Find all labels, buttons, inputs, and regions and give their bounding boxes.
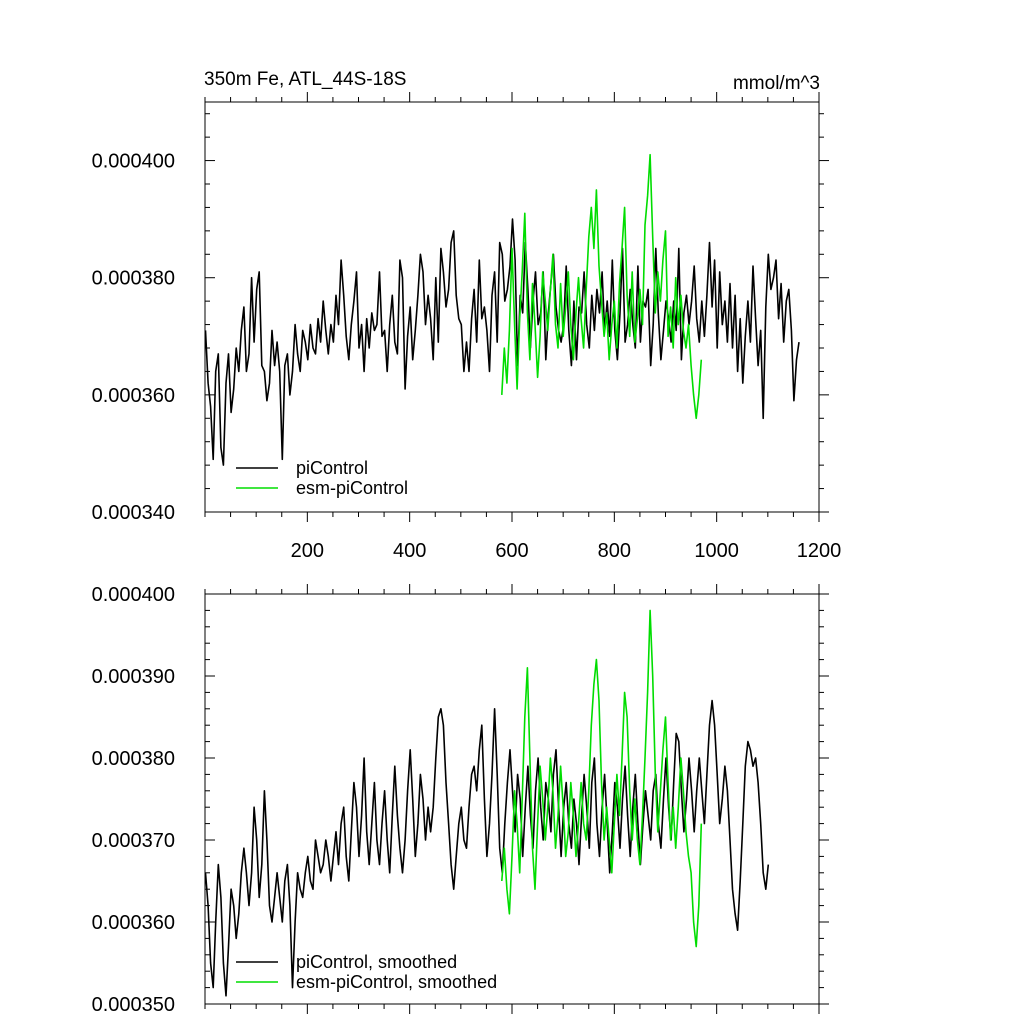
plot-frame-top bbox=[204, 101, 820, 513]
y-tick-label: 0.000400 bbox=[92, 151, 175, 173]
axes-top: 200 400 600 800 1000 1200 0.000340 0.000360 0.00… bbox=[92, 92, 842, 562]
chart-title: 350m Fe, ATL_44S-18S bbox=[204, 69, 406, 90]
panel-top: 350m Fe, ATL_44S-18S mmol/m^3 200 400 600 8… bbox=[92, 69, 842, 562]
x-tick-label: 400 bbox=[393, 540, 426, 562]
units-label: mmol/m^3 bbox=[733, 73, 820, 94]
legend-label: esm-piControl, smoothed bbox=[296, 972, 497, 992]
x-tick-label: 600 bbox=[495, 540, 528, 562]
series-line-esm-picontrol bbox=[501, 153, 703, 420]
axes-bottom: 0.000350 0.000360 0.000370 0.000380 0.000390… bbox=[92, 584, 829, 1016]
y-tick-label: 0.000360 bbox=[92, 912, 175, 934]
x-tick-label: 1200 bbox=[797, 540, 842, 562]
legend-label: piControl, smoothed bbox=[296, 952, 457, 972]
series-line-picontrol-smoothed bbox=[204, 699, 770, 997]
legend-label: piControl bbox=[296, 458, 368, 478]
x-tick-label: 200 bbox=[291, 540, 324, 562]
y-tick-label: 0.000390 bbox=[92, 666, 175, 688]
legend-label: esm-piControl bbox=[296, 478, 408, 498]
y-tick-label: 0.000380 bbox=[92, 268, 175, 290]
y-tick-label: 0.000400 bbox=[92, 584, 175, 606]
series-line-esm-picontrol-smoothed bbox=[501, 609, 703, 948]
series-line-picontrol bbox=[204, 218, 800, 466]
y-tick-label: 0.000350 bbox=[92, 994, 175, 1016]
series-top bbox=[204, 153, 800, 466]
y-tick-label: 0.000360 bbox=[92, 385, 175, 407]
y-tick-label: 0.000340 bbox=[92, 502, 175, 524]
y-tick-label: 0.000380 bbox=[92, 748, 175, 770]
panel-bottom: 0.000350 0.000360 0.000370 0.000380 0.000390… bbox=[92, 584, 829, 1016]
x-tick-label: 800 bbox=[598, 540, 631, 562]
series-bottom bbox=[204, 609, 770, 997]
x-tick-label: 1000 bbox=[694, 540, 739, 562]
y-tick-label: 0.000370 bbox=[92, 830, 175, 852]
plot-frame-bottom bbox=[204, 593, 820, 1005]
